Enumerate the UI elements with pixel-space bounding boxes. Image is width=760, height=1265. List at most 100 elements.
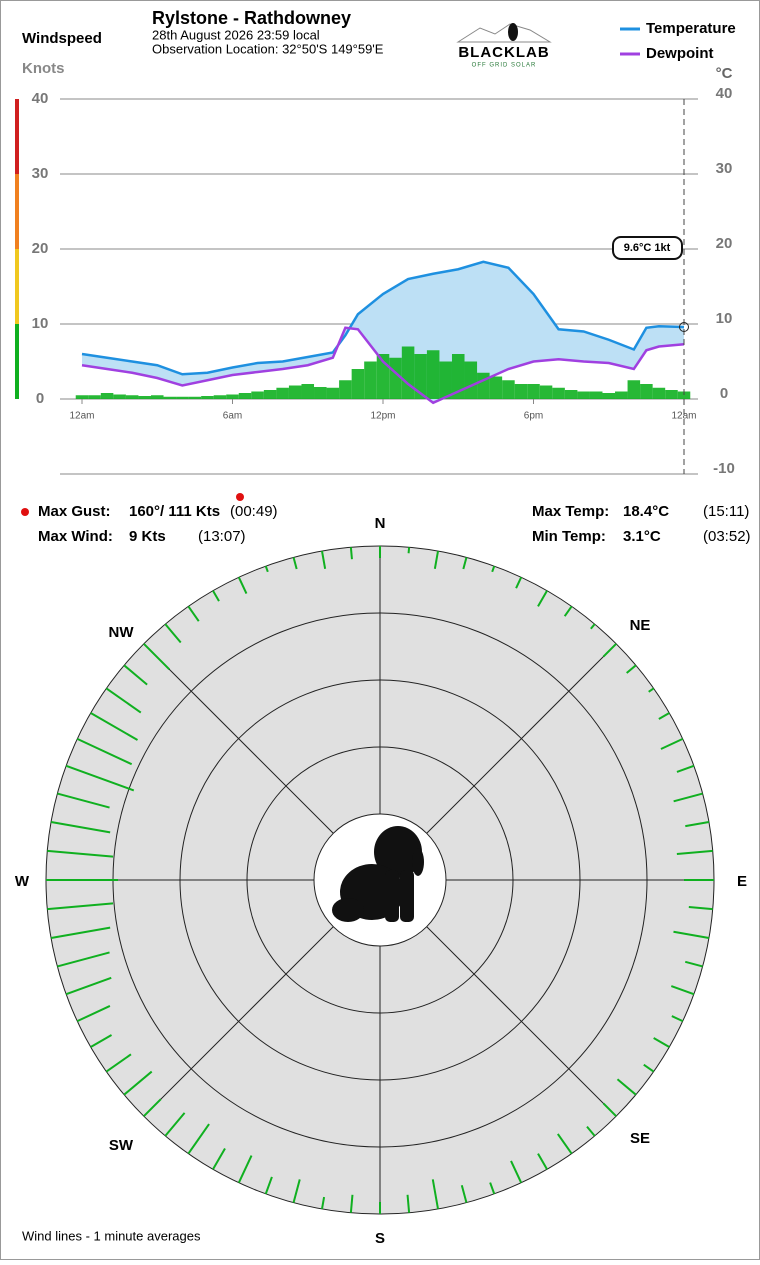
wind-bar <box>389 357 402 399</box>
wind-bar <box>401 346 415 399</box>
wind-line <box>123 1070 153 1096</box>
stat-value: 18.4°C <box>623 503 669 520</box>
wind-line <box>590 623 596 630</box>
wind-line <box>556 1133 573 1155</box>
wind-line <box>237 1155 253 1184</box>
wind-line <box>187 1123 210 1155</box>
stats: Max Gust: 160°/ 111 Kts (00:49) Max Wind… <box>21 493 751 545</box>
compass-label: E <box>737 873 747 890</box>
compass-label: S <box>375 1230 385 1247</box>
wind-line <box>76 1005 111 1023</box>
wind-bar <box>539 385 553 399</box>
wind-bar <box>150 395 164 399</box>
wind-bar <box>88 395 101 399</box>
gust-dot <box>236 493 244 501</box>
wind-bar <box>226 394 239 399</box>
wind-line <box>673 792 703 803</box>
location: Observation Location: 32°50'S 149°59'E <box>152 41 384 56</box>
wind-line <box>602 643 617 658</box>
wind-line <box>460 1184 468 1203</box>
wind-bar <box>263 390 277 399</box>
y-label: Windspeed <box>22 30 102 47</box>
wind-line <box>537 590 548 607</box>
wind-bar <box>451 354 465 399</box>
wind-bar <box>326 387 340 399</box>
annotation: 9.6°C 1kt <box>624 242 671 254</box>
wind-line <box>648 687 655 693</box>
wind-line <box>653 1037 670 1048</box>
wind-line <box>237 576 248 595</box>
wind-bar <box>301 384 315 399</box>
wind-bar <box>439 361 452 399</box>
wind-line <box>321 550 327 569</box>
stat-label: Min Temp: <box>532 528 606 545</box>
wind-bar <box>288 385 302 399</box>
stat-label: Max Wind: <box>38 528 113 545</box>
wind-line <box>537 1153 548 1170</box>
wind-bar <box>489 376 503 399</box>
compass-label: W <box>15 873 30 890</box>
wind-bar <box>665 390 678 399</box>
wind-line <box>57 792 110 809</box>
wind-line <box>212 590 220 602</box>
y2-tick-label: 10 <box>716 310 733 327</box>
logo: BLACKLAB OFF GRID SOLAR <box>456 23 552 69</box>
wind-line <box>76 737 133 766</box>
wind-line <box>292 1179 301 1203</box>
y2-tick-label: 40 <box>716 85 733 102</box>
y2-tick-label: 0 <box>720 385 728 402</box>
wind-line <box>515 576 523 589</box>
wind-bar <box>564 390 578 399</box>
y2-tick-label: -10 <box>713 460 735 477</box>
wind-line <box>489 1182 496 1195</box>
compass: N NE E SE S SW W NW Wind lines - 1 minute averag… <box>15 515 747 1247</box>
wind-line <box>684 960 703 968</box>
x-tick-label: 6pm <box>524 411 543 422</box>
scale-band <box>15 324 19 399</box>
wind-line <box>105 1053 132 1073</box>
wind-line <box>462 557 468 570</box>
compass-label: N <box>375 515 386 532</box>
wind-bar <box>251 391 264 399</box>
wind-line <box>187 605 200 622</box>
wind-bar <box>276 387 289 399</box>
wind-line <box>321 1196 326 1210</box>
wind-line <box>292 557 298 570</box>
wind-bar <box>339 380 352 399</box>
wind-line <box>616 1078 637 1096</box>
wind-line <box>676 849 713 856</box>
scale-band <box>15 249 19 324</box>
legend-label: Dewpoint <box>646 45 714 62</box>
legend-label: Temperature <box>646 20 736 37</box>
wind-line <box>349 547 353 560</box>
wind-line <box>626 664 637 674</box>
wind-bar <box>627 380 641 399</box>
wind-line <box>90 712 139 741</box>
dog-icon <box>332 826 424 922</box>
wind-line <box>164 1112 186 1137</box>
wind-bar <box>138 396 151 399</box>
wind-line <box>90 1034 113 1048</box>
wind-line <box>57 951 110 968</box>
wind-line <box>407 547 411 554</box>
wind-line <box>685 821 710 828</box>
logo-tagline: OFF GRID SOLAR <box>472 63 537 69</box>
wind-bar <box>75 395 89 399</box>
wind-line <box>671 1015 684 1023</box>
scale-band <box>15 99 19 174</box>
wind-line <box>50 821 111 834</box>
stat-value: 9 Kts <box>129 528 166 545</box>
stat-label: Max Gust: <box>38 503 111 520</box>
wind-bar <box>113 394 126 399</box>
compass-label: NE <box>630 617 651 634</box>
y-tick-label: 0 <box>36 390 44 407</box>
y-tick-label: 30 <box>32 165 49 182</box>
wind-bar <box>640 384 653 399</box>
compass-label: NW <box>109 624 135 641</box>
wind-bar <box>414 354 427 399</box>
stat-time: (15:11) <box>703 503 749 520</box>
wind-line <box>212 1147 226 1170</box>
wind-line <box>673 930 710 939</box>
x-tick-label: 12am <box>69 411 94 422</box>
wind-bar <box>238 393 252 399</box>
